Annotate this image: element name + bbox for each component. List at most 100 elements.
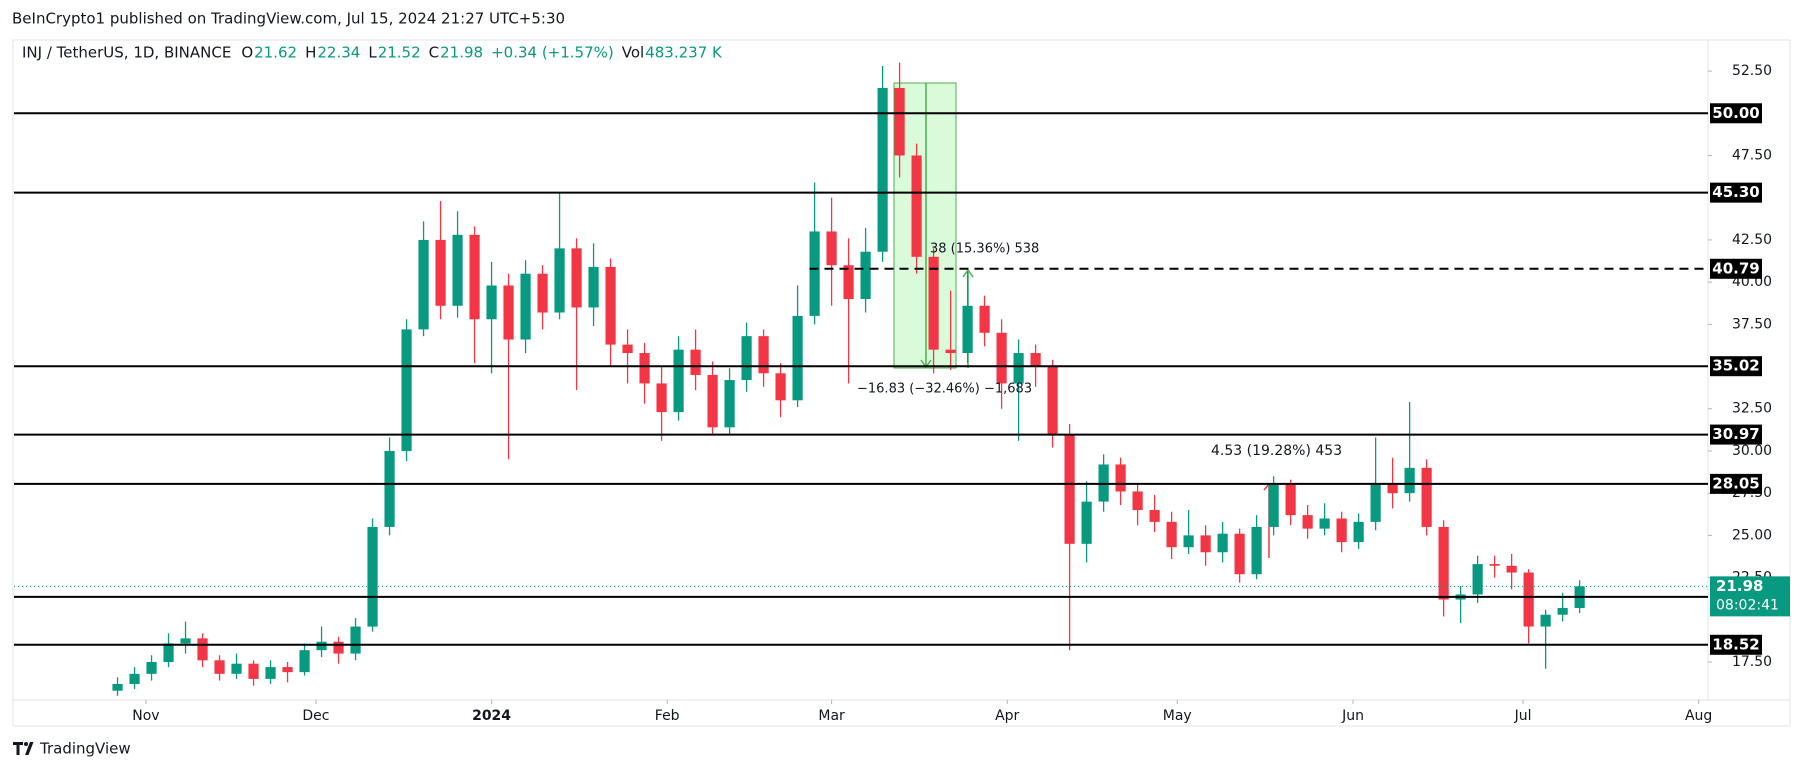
logo <box>24 742 28 746</box>
level-label: 28.05 <box>1712 474 1759 492</box>
candle-body <box>180 638 191 644</box>
legend-key: C <box>429 44 439 62</box>
candle-body <box>1200 535 1211 553</box>
candle-body <box>248 663 259 679</box>
x-tick-label: May <box>1163 708 1192 724</box>
x-tick-label: Dec <box>302 708 329 724</box>
candle-body <box>639 353 650 384</box>
level-label: 30.97 <box>1712 425 1759 443</box>
candle-body <box>1302 515 1313 529</box>
candle-body <box>724 380 735 428</box>
footer-brand: TradingView <box>39 740 131 758</box>
footer: TradingView <box>13 740 131 758</box>
candle-body <box>146 662 157 674</box>
level-label-box <box>1710 356 1762 377</box>
candle-body <box>486 285 497 320</box>
candle-body <box>605 266 616 345</box>
candle-body <box>418 239 429 330</box>
candle-body <box>1472 564 1483 595</box>
candle-body <box>112 683 123 691</box>
x-tick-label: Jul <box>1514 708 1532 724</box>
candle-body <box>1285 484 1296 516</box>
candle-body <box>1115 464 1126 492</box>
candle-body <box>384 450 395 527</box>
level-label-box <box>1710 424 1762 445</box>
last-price-label: 21.98 <box>1716 577 1763 595</box>
arrow-head <box>962 268 974 278</box>
level-label-box <box>1710 258 1762 279</box>
candle-body <box>826 231 837 266</box>
candle-body <box>809 231 820 316</box>
candle-body <box>231 663 242 674</box>
candle-body <box>860 251 871 300</box>
y-tick-label: 25.00 <box>1732 527 1772 543</box>
candle-body <box>962 305 973 354</box>
legend-value: 21.62 <box>254 44 297 62</box>
candle-body <box>316 641 327 651</box>
candle-body <box>843 265 854 300</box>
candle-body <box>1268 484 1279 527</box>
level-label: 18.52 <box>1712 635 1759 653</box>
symbol: INJ / TetherUS, 1D, BINANCE <box>22 44 231 62</box>
logo <box>13 742 34 755</box>
candle-body <box>894 87 905 156</box>
candle-body <box>1523 572 1534 627</box>
level-label: 45.30 <box>1712 183 1759 201</box>
candle-body <box>1336 518 1347 543</box>
y-tick-label: 17.50 <box>1732 654 1772 670</box>
publisher: BeInCrypto1 published on TradingView.com… <box>12 10 565 28</box>
candle-body <box>758 336 769 374</box>
level-label-box <box>1710 473 1762 494</box>
candle-body <box>1217 533 1228 553</box>
candle-body <box>571 248 582 308</box>
candle-body <box>877 87 888 252</box>
candle-body <box>1132 491 1143 511</box>
candle-body <box>1404 467 1415 494</box>
level-label: 35.02 <box>1712 357 1759 375</box>
legend-change: +0.34 (+1.57%) <box>491 44 614 62</box>
legend-key: L <box>368 44 377 62</box>
candle-body <box>1166 521 1177 548</box>
frame <box>12 39 1791 727</box>
y-tick-label: 37.50 <box>1732 316 1772 332</box>
candle-body <box>707 374 718 428</box>
legend-value: 21.52 <box>378 44 421 62</box>
candle-body <box>367 526 378 627</box>
candle-body <box>503 285 514 340</box>
candle-body <box>1370 484 1381 522</box>
y-tick-label: 47.50 <box>1732 147 1772 163</box>
candle-body <box>1506 565 1517 573</box>
candle-body <box>792 315 803 401</box>
legend-key: O <box>241 44 253 62</box>
x-tick-label: Mar <box>818 708 845 724</box>
candle-body <box>945 349 956 354</box>
candle-body <box>1064 434 1075 544</box>
candle-body <box>435 239 446 306</box>
candle-body <box>741 336 752 381</box>
level-label-box <box>1710 103 1762 124</box>
annotation: 38 (15.36%) 538 <box>930 242 1039 257</box>
candle-body <box>775 373 786 401</box>
annotation: 4.53 (19.28%) 453 <box>1211 443 1342 459</box>
legend-key: Vol <box>622 44 644 62</box>
candle-body <box>622 344 633 354</box>
legend-value: 483.237 K <box>645 44 723 62</box>
candle-body <box>996 332 1007 384</box>
annotation: −16.83 (−32.46%) −1,683 <box>857 382 1032 397</box>
candle-body <box>350 626 361 654</box>
candle-body <box>1438 526 1449 600</box>
candle-body <box>911 155 922 257</box>
plot <box>112 62 1585 696</box>
candle-body <box>1353 521 1364 543</box>
candle-body <box>1149 510 1160 522</box>
candle-body <box>1421 467 1432 527</box>
candle-body <box>163 643 174 663</box>
candle-body <box>588 266 599 308</box>
candle-body <box>299 650 310 673</box>
level-label-box <box>1710 634 1762 655</box>
y-tick-label: 42.50 <box>1732 232 1772 248</box>
candle-body <box>1489 564 1500 566</box>
y-tick-label: 52.50 <box>1732 63 1772 79</box>
candle-body <box>401 329 412 451</box>
